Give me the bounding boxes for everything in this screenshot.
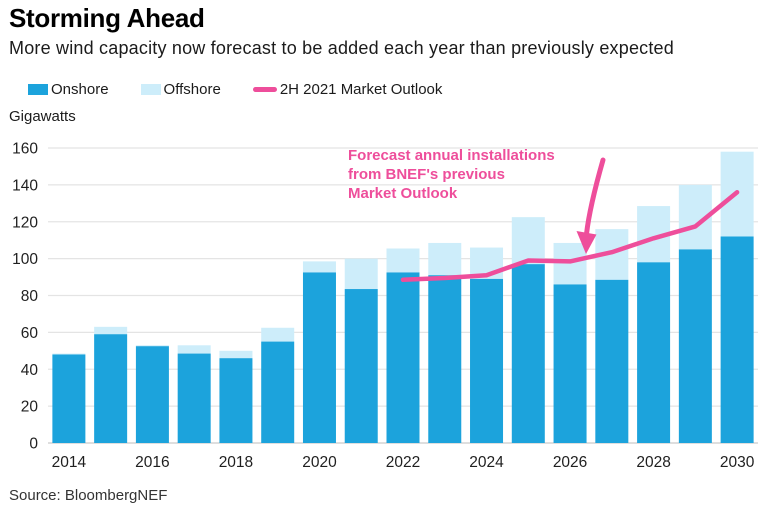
y-tick-label-100: 100	[12, 251, 38, 268]
chart-subtitle: More wind capacity now forecast to be ad…	[9, 38, 674, 58]
legend-item-onshore: Onshore	[28, 81, 109, 98]
bar-onshore-2020	[302, 272, 336, 443]
bar-onshore-2015	[94, 334, 128, 443]
legend-label-offshore: Offshore	[163, 81, 221, 98]
x-tick-label-2022: 2022	[386, 454, 420, 471]
bar-offshore-2023	[428, 242, 462, 276]
y-tick-label-120: 120	[12, 214, 38, 231]
y-tick-label-40: 40	[21, 362, 39, 379]
bar-onshore-2028	[637, 262, 671, 443]
bar-onshore-2022	[386, 272, 420, 443]
bar-onshore-2030	[720, 236, 754, 443]
onshore-swatch-icon	[28, 84, 48, 95]
page-title: Storming Ahead	[9, 3, 205, 33]
x-tick-label-2016: 2016	[135, 454, 169, 471]
x-tick-label-2024: 2024	[469, 454, 504, 471]
bar-offshore-2019	[261, 327, 295, 342]
annotation-line-3: Market Outlook	[348, 185, 458, 202]
annotation-line-1: Forecast annual installations	[348, 147, 555, 164]
bar-offshore-2020	[302, 261, 336, 273]
bar-onshore-2014	[52, 354, 86, 443]
bar-offshore-2018	[219, 350, 253, 359]
x-tick-label-2020: 2020	[302, 454, 337, 471]
legend-label-onshore: Onshore	[51, 81, 109, 98]
legend-item-outlook: 2H 2021 Market Outlook	[252, 81, 443, 98]
bar-offshore-2017	[177, 345, 211, 354]
bar-onshore-2023	[428, 275, 462, 443]
bar-offshore-2022	[386, 248, 420, 273]
x-tick-label-2030: 2030	[720, 454, 755, 471]
bar-onshore-2017	[177, 353, 211, 443]
annotation-arrow	[576, 157, 606, 254]
legend-item-offshore: Offshore	[140, 81, 221, 98]
y-tick-label-60: 60	[21, 325, 39, 342]
x-tick-label-2014: 2014	[52, 454, 87, 471]
market-outlook-line	[400, 190, 740, 283]
y-tick-label-140: 140	[12, 177, 38, 194]
bar-onshore-2021	[344, 289, 378, 443]
bar-onshore-2016	[135, 346, 169, 443]
bar-offshore-2025	[511, 217, 545, 265]
offshore-swatch-icon	[140, 84, 161, 95]
bar-onshore-2026	[553, 284, 587, 443]
annotation-line-2: from BNEF's previous	[348, 166, 505, 183]
y-tick-label-0: 0	[29, 436, 38, 453]
bar-offshore-2016	[135, 345, 169, 347]
bar-offshore-2015	[94, 326, 128, 335]
bar-onshore-2018	[219, 358, 253, 443]
bar-onshore-2025	[511, 264, 545, 443]
x-tick-label-2018: 2018	[219, 454, 253, 471]
legend-label-outlook: 2H 2021 Market Outlook	[279, 81, 443, 98]
bar-offshore-2014	[52, 353, 86, 355]
annotation-text: Forecast annual installations from BNEF'…	[348, 146, 555, 203]
y-tick-label-20: 20	[21, 399, 39, 416]
bar-onshore-2024	[470, 278, 504, 443]
outlook-line-swatch-icon	[252, 87, 277, 92]
y-tick-label-160: 160	[12, 141, 38, 158]
source-credit: Source: BloombergNEF	[9, 487, 168, 504]
y-tick-label-80: 80	[21, 288, 39, 305]
x-tick-label-2028: 2028	[636, 454, 670, 471]
bar-offshore-2026	[553, 242, 587, 285]
x-tick-label-2026: 2026	[553, 454, 587, 471]
bar-onshore-2019	[261, 341, 295, 443]
bar-onshore-2027	[595, 279, 629, 443]
y-axis-unit-label: Gigawatts	[9, 108, 76, 125]
chart-legend: Onshore Offshore 2H 2021 Market Outlook	[28, 81, 442, 98]
bar-offshore-2021	[344, 258, 378, 290]
bar-onshore-2029	[678, 249, 712, 443]
